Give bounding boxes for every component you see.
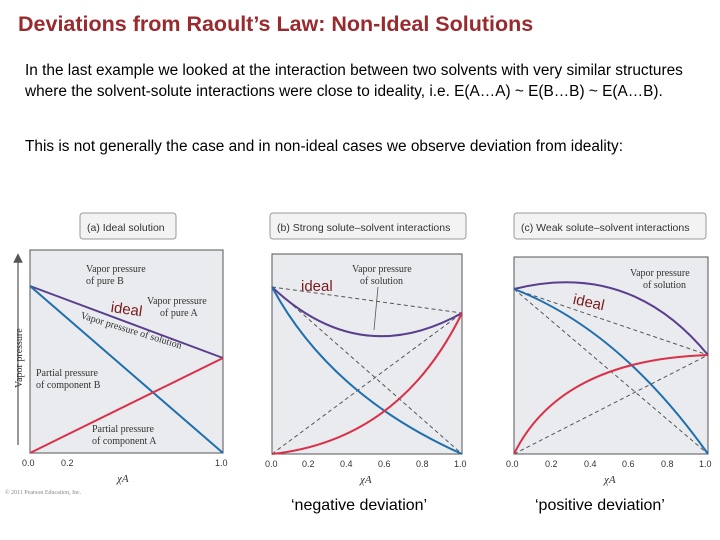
x-tick: 1.0 [699, 459, 712, 469]
partial-b-label-1: Partial pressure [36, 368, 98, 379]
panel-a-x-ticks: 0.0 0.2 1.0 [22, 458, 228, 468]
slide-title: Deviations from Raoult’s Law: Non-Ideal … [18, 12, 534, 36]
vp-solution-label-2: of solution [643, 280, 686, 291]
positive-total-curve [513, 281, 709, 356]
ideal-total-dashed [513, 288, 709, 356]
x-tick: 1.0 [215, 458, 228, 468]
panel-c-tab [513, 212, 707, 240]
positive-partial-a-curve [513, 354, 709, 455]
panel-b-plot [271, 253, 463, 455]
copyright-text: © 2011 Pearson Education, Inc. [5, 489, 82, 496]
panel-a-plot [29, 249, 224, 454]
panel-strong: (b) Strong solute–solvent interactions V… [265, 212, 467, 486]
panel-c-tab-label: (c) Weak solute–solvent interactions [521, 222, 689, 234]
panel-c-x-ticks: 0.0 0.2 0.4 0.6 0.8 1.0 [506, 459, 712, 469]
negative-partial-a-curve [271, 312, 463, 455]
x-tick: 1.0 [454, 459, 467, 469]
panel-b-tab-label: (b) Strong solute–solvent interactions [277, 222, 450, 234]
x-tick: 0.8 [416, 459, 429, 469]
vp-solution-pointer [373, 286, 379, 331]
ideal-a-dashed [513, 354, 709, 455]
ideal-partial-a-line [29, 357, 224, 454]
ideal-annotation-strong: ideal [301, 278, 333, 295]
x-tick: 0.6 [378, 459, 391, 469]
negative-total-curve [271, 286, 463, 338]
negative-deviation-caption: ‘negative deviation’ [291, 497, 428, 514]
intro-paragraph: In the last example we looked at the int… [25, 62, 683, 100]
x-tick: 0.4 [340, 459, 353, 469]
ideal-partial-b-line [29, 285, 224, 454]
panel-a-x-label: χA [116, 473, 129, 485]
panel-a-tab [79, 212, 177, 240]
ideal-total-pressure-line [29, 285, 224, 359]
x-tick: 0.2 [61, 458, 74, 468]
vp-pure-a-label-1: Vapor pressure [147, 296, 207, 307]
x-tick: 0.8 [661, 459, 674, 469]
x-tick: 0.2 [545, 459, 558, 469]
x-tick: 0.4 [584, 459, 597, 469]
y-axis-label: Vapor pressure [14, 328, 25, 388]
x-tick: 0.0 [265, 459, 278, 469]
ideal-b-dashed [271, 286, 463, 455]
x-tick: 0.6 [622, 459, 635, 469]
x-tick: 0.0 [22, 458, 35, 468]
vp-pure-b-label-1: Vapor pressure [86, 264, 146, 275]
vp-solution-label-1: Vapor pressure [352, 264, 412, 275]
panel-b-x-ticks: 0.0 0.2 0.4 0.6 0.8 1.0 [265, 459, 467, 469]
vp-solution-label-1: Vapor pressure [630, 268, 690, 279]
ideality-paragraph: This is not generally the case and in no… [25, 138, 623, 155]
vp-pure-b-label-2: of pure B [86, 276, 124, 287]
x-tick: 0.2 [302, 459, 315, 469]
partial-a-label-1: Partial pressure [92, 424, 154, 435]
panel-ideal: (a) Ideal solution Vapor pressure Vapor … [5, 212, 228, 496]
negative-partial-b-curve [271, 286, 463, 455]
x-tick: 0.0 [506, 459, 519, 469]
panel-b-x-label: χA [359, 474, 372, 486]
ideal-total-dashed [271, 286, 463, 314]
vp-pure-a-label-2: of pure A [160, 308, 199, 319]
ideal-a-dashed [271, 312, 463, 455]
panel-c-x-label: χA [603, 474, 616, 486]
positive-partial-b-curve [513, 288, 709, 455]
vp-solution-label-2: of solution [360, 276, 403, 287]
panel-b-tab [269, 212, 467, 240]
partial-a-label-2: of component A [92, 436, 157, 447]
panel-c-plot [513, 256, 709, 455]
panel-a-tab-label: (a) Ideal solution [87, 222, 165, 234]
positive-deviation-caption: ‘positive deviation’ [535, 497, 665, 514]
partial-b-label-2: of component B [36, 380, 101, 391]
panel-weak: (c) Weak solute–solvent interactions Vap… [506, 212, 712, 486]
